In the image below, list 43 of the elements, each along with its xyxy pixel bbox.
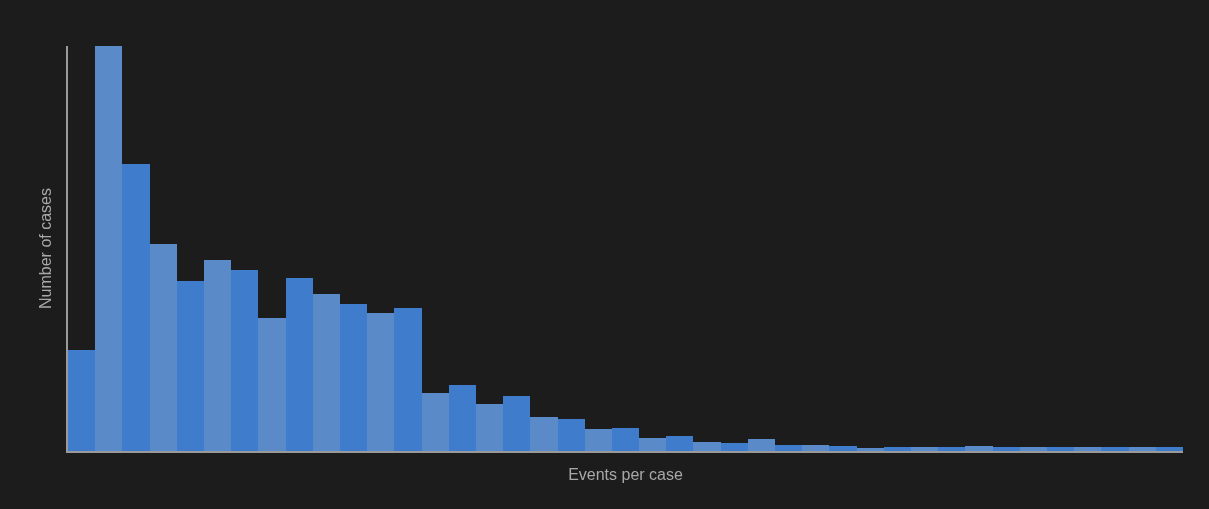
bar xyxy=(639,438,666,451)
bar xyxy=(1101,447,1129,451)
bar xyxy=(693,442,721,451)
bar xyxy=(721,443,748,451)
bar xyxy=(231,270,258,451)
bar xyxy=(122,164,150,451)
bar xyxy=(394,308,422,451)
bar xyxy=(666,436,693,451)
bar xyxy=(95,46,122,451)
bar xyxy=(802,445,829,451)
bar xyxy=(612,428,639,451)
bar xyxy=(1156,447,1183,451)
bar xyxy=(857,448,884,451)
bar xyxy=(1129,447,1156,451)
bar xyxy=(258,318,286,451)
bar xyxy=(1020,447,1047,451)
bar xyxy=(884,447,911,451)
bar xyxy=(340,304,367,451)
bar xyxy=(422,393,449,451)
bar xyxy=(1047,447,1074,451)
x-axis-title: Events per case xyxy=(568,466,683,484)
bar xyxy=(829,446,857,451)
bar xyxy=(449,385,476,451)
bar xyxy=(177,281,204,451)
bar xyxy=(965,446,993,451)
bar xyxy=(748,439,775,451)
bar xyxy=(367,313,394,451)
bar xyxy=(938,447,965,451)
bar xyxy=(476,404,503,451)
bar xyxy=(150,244,177,451)
bar xyxy=(993,447,1020,451)
bar xyxy=(585,429,612,451)
bar xyxy=(204,260,231,451)
bar xyxy=(68,350,95,451)
bar xyxy=(530,417,558,451)
y-axis-title: Number of cases xyxy=(37,188,55,309)
bar xyxy=(911,447,938,451)
bar xyxy=(558,419,585,451)
bar xyxy=(1074,447,1101,451)
bar xyxy=(503,396,530,451)
bar xyxy=(775,445,802,451)
bar xyxy=(286,278,313,451)
bar xyxy=(313,294,340,451)
